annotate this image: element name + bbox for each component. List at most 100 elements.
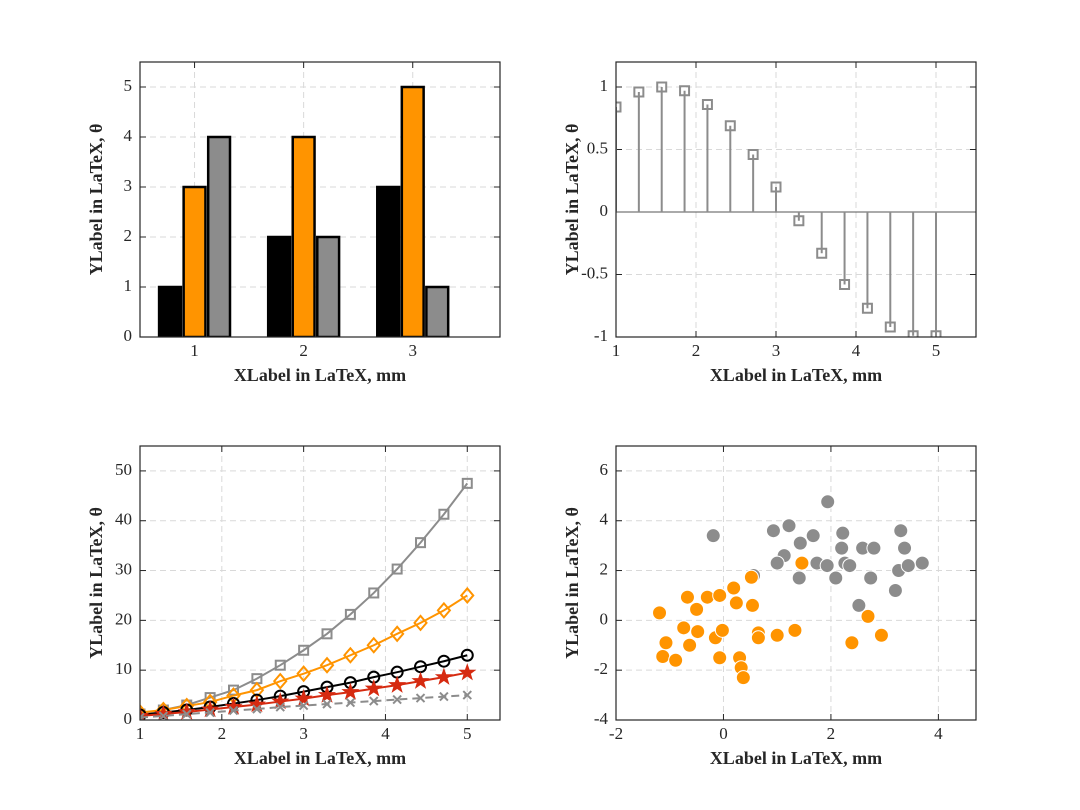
y-tick-label: 1 [124,276,133,295]
y-tick-label: 10 [115,659,132,678]
marker [679,85,691,97]
x-tick-label: 2 [299,341,308,360]
marker [863,570,879,586]
y-tick-label: 4 [124,126,133,145]
marker [436,601,452,619]
y-axis-label: YLabel in LaTeX, θ [562,507,582,659]
marker [699,589,715,605]
marker [791,570,807,586]
marker [205,707,215,718]
bar [206,135,232,337]
x-tick-label: 2 [827,724,836,743]
marker [900,558,916,574]
x-axis-label: XLabel in LaTeX, mm [710,365,882,385]
marker [834,540,850,556]
marker [819,558,835,574]
plot-area [616,62,976,337]
x-tick-label: 4 [934,724,943,743]
bar [316,235,341,337]
marker [787,622,803,638]
marker [368,587,380,599]
marker [439,691,449,702]
marker [860,608,876,624]
y-tick-label: -1 [594,326,608,345]
y-tick-label: 5 [124,76,133,95]
y-tick-label: 30 [115,559,132,578]
marker [907,330,919,337]
marker [182,709,192,719]
marker [897,540,913,556]
subplot: 1 2 3 4 5 -1 -0.5 0 0.5 1 XLabel in LaTeX, mm YLabe… [562,61,977,385]
y-tick-label: -0.5 [581,263,608,282]
data-layer [652,494,930,686]
marker [714,622,730,638]
marker [633,86,645,98]
marker [298,644,310,656]
marker [769,627,785,643]
marker [272,672,288,690]
marker [140,712,145,720]
marker [460,648,474,662]
marker [461,477,473,489]
y-tick-label: 0.5 [587,138,608,157]
marker [462,690,472,700]
marker [770,181,782,193]
marker [158,711,169,720]
marker [415,537,427,549]
marker [747,149,759,160]
marker [656,81,668,93]
marker [655,648,671,664]
x-tick-label: 1 [136,724,145,743]
y-tick-label: 1 [600,76,609,95]
marker [271,692,290,710]
x-tick-label: 2 [692,341,701,360]
x-tick-label: 1 [612,341,621,360]
y-tick-label: -2 [594,659,608,678]
y-tick-label: 0 [600,609,609,628]
marker [366,636,382,654]
x-tick-label: 5 [932,341,941,360]
marker [689,601,705,617]
y-tick-label: 50 [115,460,132,479]
marker [884,321,896,333]
marker [343,646,358,664]
marker [294,689,313,707]
marker [735,670,751,686]
x-tick-label: 3 [772,341,781,360]
marker [415,693,426,703]
marker [228,705,239,716]
marker [930,330,942,337]
line [140,694,468,719]
marker [321,628,333,640]
x-axis-label: XLabel in LaTeX, mm [234,748,406,768]
marker [705,528,721,544]
x-tick-label: 4 [852,341,861,360]
marker [438,508,450,520]
y-tick-label: 0 [124,709,133,728]
y-axis-label: YLabel in LaTeX, θ [86,507,106,659]
y-axis-label: YLabel in LaTeX, θ [562,124,582,276]
x-axis-label: XLabel in LaTeX, mm [710,748,882,768]
marker [391,563,403,575]
marker [792,535,808,551]
marker [434,667,453,685]
marker [793,215,805,227]
marker [887,582,903,598]
marker [458,663,477,681]
y-tick-label: 2 [124,226,133,245]
axes-box [139,61,501,338]
marker [712,650,728,666]
x-axis-label: XLabel in LaTeX, mm [234,365,406,385]
marker [369,696,379,706]
bar [182,185,207,337]
data-layer [140,477,477,720]
line [140,594,468,714]
marker [682,637,698,653]
subplot: 1 2 3 0 1 2 3 4 5 XLabel in LaTeX, mm YLabel in La… [86,61,501,385]
marker [616,101,622,113]
marker [275,702,285,712]
marker [769,555,785,571]
marker [437,654,451,668]
x-tick-label: -2 [609,724,623,743]
